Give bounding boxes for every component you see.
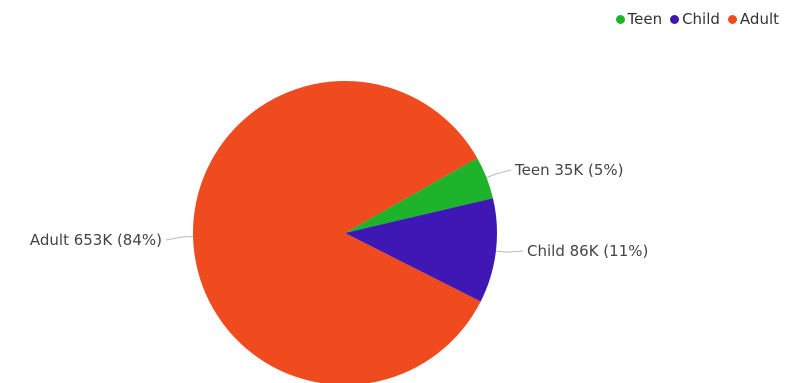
pie-slice-adult[interactable] xyxy=(193,81,481,383)
pie-slice-child[interactable] xyxy=(345,198,498,302)
legend-item-adult[interactable]: Adult xyxy=(727,10,779,28)
leader-line-child xyxy=(495,250,524,253)
legend-item-child[interactable]: Child xyxy=(670,10,720,28)
legend-label-child: Child xyxy=(682,10,720,28)
legend-label-adult: Adult xyxy=(739,10,779,28)
legend: Teen Child Adult xyxy=(615,10,779,28)
data-label-teen: Teen 35K (5%) xyxy=(514,161,624,179)
leader-line-teen xyxy=(486,169,512,179)
legend-dot-adult xyxy=(727,14,737,24)
legend-dot-teen xyxy=(615,14,625,24)
leader-line-adult xyxy=(165,236,194,241)
legend-label-teen: Teen xyxy=(627,10,663,28)
pie-slice-teen[interactable] xyxy=(345,158,493,233)
legend-dot-child xyxy=(670,14,680,24)
legend-item-teen[interactable]: Teen xyxy=(615,10,663,28)
data-label-child: Child 86K (11%) xyxy=(527,242,648,260)
data-label-adult: Adult 653K (84%) xyxy=(30,231,162,249)
